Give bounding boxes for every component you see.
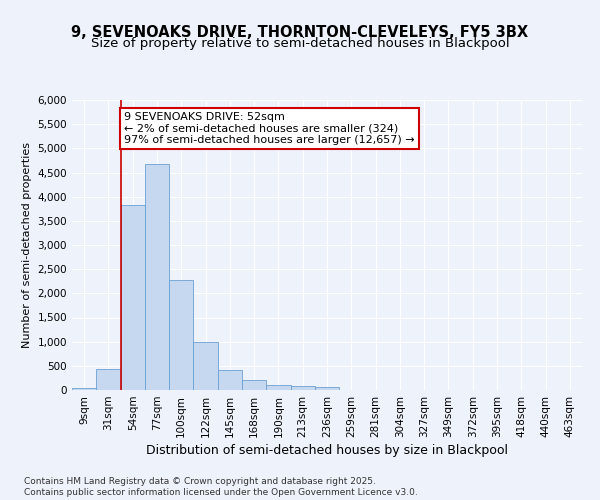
Bar	[169, 280, 193, 390]
Bar	[72, 388, 96, 390]
Text: 9, SEVENOAKS DRIVE, THORNTON-CLEVELEYS, FY5 3BX: 9, SEVENOAKS DRIVE, THORNTON-CLEVELEYS, …	[71, 25, 529, 40]
Bar	[315, 387, 339, 390]
Bar	[96, 369, 121, 390]
Bar	[266, 386, 290, 390]
X-axis label: Distribution of semi-detached houses by size in Blackpool: Distribution of semi-detached houses by …	[146, 444, 508, 457]
Text: Size of property relative to semi-detached houses in Blackpool: Size of property relative to semi-detach…	[91, 38, 509, 51]
Bar	[193, 342, 218, 390]
Bar	[218, 370, 242, 390]
Y-axis label: Number of semi-detached properties: Number of semi-detached properties	[22, 142, 32, 348]
Bar	[242, 380, 266, 390]
Bar	[121, 206, 145, 390]
Bar	[145, 164, 169, 390]
Text: Contains HM Land Registry data © Crown copyright and database right 2025.
Contai: Contains HM Land Registry data © Crown c…	[24, 478, 418, 497]
Bar	[290, 386, 315, 390]
Text: 9 SEVENOAKS DRIVE: 52sqm
← 2% of semi-detached houses are smaller (324)
97% of s: 9 SEVENOAKS DRIVE: 52sqm ← 2% of semi-de…	[124, 112, 415, 146]
